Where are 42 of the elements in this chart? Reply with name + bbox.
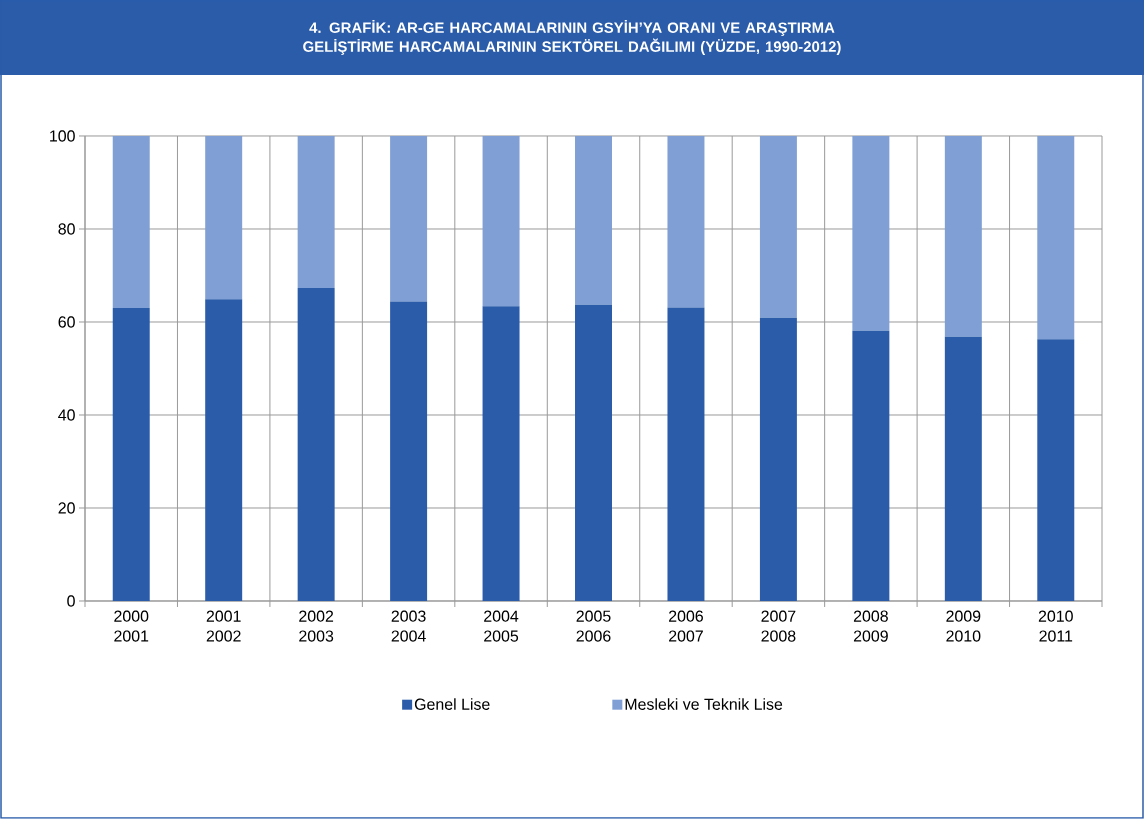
bar bbox=[944, 136, 982, 337]
bar bbox=[205, 136, 243, 300]
x-tick-label: 2005 2006 bbox=[576, 610, 611, 642]
x-tick-label: 2008 2009 bbox=[853, 610, 888, 642]
bar bbox=[667, 136, 705, 308]
bar bbox=[575, 304, 612, 602]
bar bbox=[575, 136, 612, 305]
bar bbox=[482, 306, 520, 602]
bar bbox=[297, 288, 335, 602]
y-tick-label: 100 bbox=[50, 130, 75, 142]
bar bbox=[297, 136, 335, 289]
bar bbox=[759, 136, 797, 318]
bar bbox=[759, 317, 797, 602]
bar bbox=[852, 136, 890, 331]
x-tick-label: 2004 2005 bbox=[484, 610, 519, 642]
x-tick-label: 2007 2008 bbox=[761, 610, 796, 642]
x-tick-label: 2001 2002 bbox=[206, 610, 241, 642]
bar bbox=[390, 136, 428, 302]
y-tick-label: 40 bbox=[58, 409, 75, 421]
legend-label: Mesleki ve Teknik Lise bbox=[625, 698, 783, 710]
x-tick-label: 2003 2004 bbox=[391, 610, 426, 642]
x-tick-label: 2002 2003 bbox=[299, 610, 334, 642]
bar bbox=[1037, 339, 1075, 602]
x-tick-label: 2000 2001 bbox=[114, 610, 149, 642]
y-tick-label: 0 bbox=[67, 595, 75, 607]
legend-label: Genel Lise bbox=[414, 698, 490, 710]
y-tick-label: 20 bbox=[58, 502, 75, 514]
bar bbox=[112, 136, 150, 309]
bar bbox=[1037, 136, 1075, 340]
x-tick-label: 2009 2010 bbox=[946, 610, 981, 642]
y-tick-label: 80 bbox=[58, 223, 75, 235]
bar bbox=[667, 307, 705, 602]
bar bbox=[205, 299, 243, 602]
bar bbox=[944, 336, 982, 602]
x-tick-label: 2006 2007 bbox=[669, 610, 703, 642]
bar bbox=[390, 301, 428, 602]
x-tick-label: 2010 2011 bbox=[1038, 610, 1073, 642]
bar bbox=[112, 308, 150, 602]
y-tick-label: 60 bbox=[58, 316, 75, 328]
bar bbox=[482, 136, 520, 307]
chart-title: 4. GRAFİK: AR-GE HARCAMALARININ GSYİH’YA ORANI VE ARAŞTIRMA GELİŞTİRME HARCAMALARININ SEKTÖREL DAĞILIMI (YÜZDE, 1990-2012) bbox=[303, 20, 841, 56]
bar bbox=[852, 330, 890, 602]
